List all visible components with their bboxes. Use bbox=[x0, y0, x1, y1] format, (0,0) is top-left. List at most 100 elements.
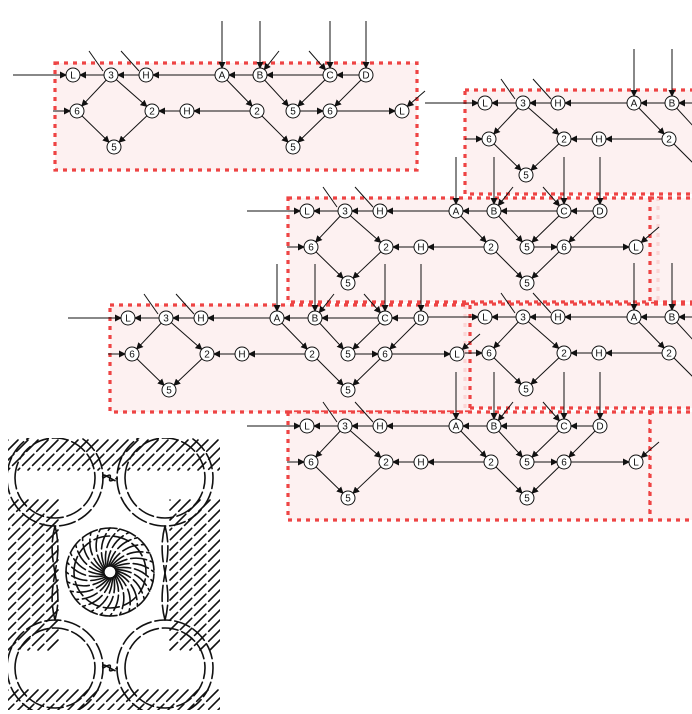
node-label: B bbox=[669, 99, 676, 110]
edge bbox=[173, 353, 208, 386]
knot-strand bbox=[97, 439, 129, 471]
edge bbox=[344, 210, 382, 244]
knot-strand bbox=[8, 439, 29, 461]
node-label: D bbox=[596, 207, 603, 218]
node-label: 5 bbox=[345, 350, 351, 361]
knot-strand bbox=[100, 527, 111, 570]
node-circle bbox=[664, 309, 680, 325]
node-label: L bbox=[125, 314, 131, 325]
knot-strand bbox=[107, 439, 139, 471]
knot-strand bbox=[87, 439, 119, 471]
node-label: 2 bbox=[383, 243, 389, 254]
node-label: B bbox=[312, 314, 319, 325]
knot-strand bbox=[8, 499, 29, 521]
knot-strand bbox=[69, 552, 106, 576]
node-circle bbox=[477, 95, 493, 111]
edge bbox=[530, 352, 565, 385]
node-circle bbox=[628, 239, 644, 255]
node-label: C bbox=[560, 422, 567, 433]
crossing-line bbox=[532, 292, 552, 314]
knot-strand bbox=[8, 569, 59, 621]
node-circle bbox=[550, 95, 566, 111]
incoming-edge bbox=[497, 401, 514, 422]
knot-strand bbox=[106, 689, 129, 710]
node-label: 6 bbox=[561, 458, 567, 469]
node-circle bbox=[413, 239, 429, 255]
incoming-edge bbox=[308, 50, 327, 71]
knot-strand bbox=[177, 439, 209, 471]
incoming-edge bbox=[363, 293, 382, 314]
crossing-line bbox=[500, 292, 516, 314]
edge bbox=[522, 316, 560, 350]
node-circle bbox=[556, 345, 572, 361]
incoming-edge bbox=[542, 401, 561, 422]
knot-strand bbox=[8, 499, 19, 511]
edge bbox=[352, 246, 387, 279]
crossing-line bbox=[120, 50, 140, 72]
node-label: A bbox=[453, 422, 460, 433]
node-label: 5 bbox=[111, 143, 117, 154]
crossing-line bbox=[354, 186, 374, 208]
crossing-line bbox=[500, 78, 516, 100]
knot-strand bbox=[112, 562, 155, 573]
node-circle bbox=[372, 203, 388, 219]
node-label: L bbox=[304, 207, 310, 218]
knot-strand bbox=[8, 579, 59, 631]
node-circle bbox=[413, 454, 429, 470]
knot-strand bbox=[46, 689, 69, 710]
edge bbox=[110, 74, 148, 108]
node-label: 2 bbox=[149, 107, 155, 118]
node-label: H bbox=[595, 135, 602, 146]
node-label: L bbox=[633, 243, 639, 254]
knot-strand bbox=[113, 566, 154, 583]
edge bbox=[530, 138, 565, 171]
knot-strand bbox=[69, 577, 110, 593]
knot-strand bbox=[207, 457, 220, 471]
node-label: A bbox=[453, 207, 460, 218]
knot-strand bbox=[166, 689, 189, 710]
node-circle bbox=[591, 345, 607, 361]
knot-strand bbox=[8, 539, 59, 591]
node-label: D bbox=[596, 422, 603, 433]
knot-strand bbox=[109, 543, 146, 567]
node-circle bbox=[556, 203, 572, 219]
knot-strand bbox=[115, 569, 146, 601]
node-circle bbox=[550, 309, 566, 325]
knot-pattern bbox=[8, 438, 220, 710]
node-circle bbox=[592, 418, 608, 434]
knot-strand bbox=[56, 689, 79, 710]
node-label: H bbox=[197, 314, 204, 325]
knot-strand bbox=[169, 549, 220, 601]
node-circle bbox=[377, 346, 393, 362]
knot-strand bbox=[66, 689, 89, 710]
node-circle bbox=[519, 490, 535, 506]
knot-strand bbox=[137, 439, 169, 471]
node-label: H bbox=[376, 207, 383, 218]
node-circle bbox=[664, 95, 680, 111]
knot-strand bbox=[27, 619, 59, 651]
node-label: 3 bbox=[342, 422, 348, 433]
node-label: 5 bbox=[523, 385, 529, 396]
knot-strand bbox=[36, 689, 59, 710]
node-label: 2 bbox=[488, 458, 494, 469]
node-circle bbox=[69, 103, 85, 119]
node-label: 5 bbox=[345, 494, 351, 505]
node-circle bbox=[340, 490, 356, 506]
node-label: B bbox=[491, 422, 498, 433]
node-label: 6 bbox=[486, 135, 492, 146]
node-circle bbox=[519, 454, 535, 470]
node-label: L bbox=[482, 99, 488, 110]
knot-strand bbox=[106, 531, 130, 568]
knot-strand bbox=[8, 559, 59, 611]
knot-strand bbox=[8, 499, 49, 541]
knot-strand bbox=[73, 535, 147, 609]
node-label: B bbox=[257, 71, 264, 82]
knot-strand bbox=[17, 609, 59, 651]
knot-strand bbox=[111, 557, 154, 568]
node-label: 5 bbox=[524, 243, 530, 254]
knot-strand bbox=[169, 599, 220, 651]
